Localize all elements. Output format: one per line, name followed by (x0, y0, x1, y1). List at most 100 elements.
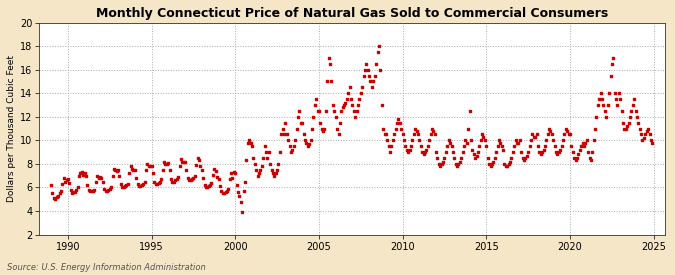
Point (258, 156, 269, 160)
Point (103, 188, 114, 192)
Point (551, 150, 562, 154)
Point (585, 158, 596, 163)
Point (322, 79, 333, 84)
Point (58, 176, 69, 180)
Point (49, 196, 59, 200)
Point (545, 129, 556, 133)
Point (346, 97, 356, 101)
Point (419, 150, 430, 154)
Point (509, 144, 520, 148)
Point (169, 179, 180, 184)
Point (176, 157, 186, 161)
Point (143, 164, 154, 169)
Point (101, 189, 112, 193)
Point (203, 184, 214, 188)
Point (331, 126, 342, 131)
Point (194, 158, 205, 163)
Point (407, 138, 418, 142)
Point (167, 179, 178, 184)
Point (390, 126, 401, 131)
Point (421, 148, 432, 152)
Point (601, 115, 612, 119)
Point (620, 126, 631, 131)
Point (315, 120, 325, 125)
Point (410, 126, 421, 131)
Title: Monthly Connecticut Price of Natural Gas Sold to Commercial Consumers: Monthly Connecticut Price of Natural Gas… (97, 7, 609, 20)
Point (273, 162, 284, 166)
Point (205, 183, 215, 187)
Point (292, 126, 302, 131)
Point (558, 138, 568, 142)
Point (151, 182, 161, 186)
Point (386, 144, 397, 148)
Point (318, 129, 329, 133)
Point (385, 150, 396, 154)
Point (50, 197, 61, 202)
Point (630, 109, 641, 113)
Point (518, 158, 529, 163)
Point (47, 191, 58, 196)
Point (182, 176, 193, 180)
Point (221, 189, 232, 193)
Point (95, 175, 105, 179)
Point (382, 138, 393, 142)
Point (491, 150, 502, 154)
Point (67, 191, 78, 196)
Point (131, 176, 142, 180)
Point (533, 144, 543, 148)
Point (127, 166, 138, 171)
Point (522, 150, 533, 154)
Point (375, 67, 386, 72)
Point (51, 195, 62, 199)
Point (177, 159, 188, 164)
Point (327, 103, 338, 107)
Point (639, 136, 649, 140)
Point (298, 132, 309, 137)
Point (211, 169, 221, 173)
Point (637, 138, 648, 142)
Point (564, 132, 575, 137)
Point (115, 182, 126, 186)
Point (406, 144, 416, 148)
Point (499, 162, 510, 166)
Point (140, 167, 151, 172)
Point (139, 179, 150, 184)
Point (325, 62, 335, 66)
Point (138, 182, 148, 186)
Point (335, 109, 346, 113)
Point (360, 67, 371, 72)
Point (206, 181, 217, 185)
Point (356, 91, 367, 95)
Point (266, 167, 277, 172)
Point (463, 126, 474, 131)
Point (190, 174, 200, 178)
Point (529, 134, 539, 139)
Point (200, 185, 211, 190)
Point (287, 148, 298, 152)
Point (479, 138, 490, 142)
Point (454, 159, 465, 164)
Point (256, 164, 267, 169)
Point (554, 150, 564, 154)
Point (254, 171, 265, 175)
Point (497, 148, 508, 152)
Point (290, 138, 300, 142)
Point (134, 184, 144, 188)
Point (302, 144, 313, 148)
Point (90, 179, 101, 184)
Point (191, 163, 202, 167)
Point (215, 184, 225, 188)
Point (119, 184, 130, 188)
Point (71, 188, 82, 192)
Point (46, 183, 57, 187)
Point (500, 164, 511, 169)
Point (440, 150, 451, 154)
Point (628, 97, 639, 101)
Point (161, 162, 172, 166)
Point (398, 138, 409, 142)
Point (452, 164, 462, 169)
Point (481, 144, 491, 148)
Point (397, 132, 408, 137)
Point (510, 138, 521, 142)
Point (508, 150, 518, 154)
